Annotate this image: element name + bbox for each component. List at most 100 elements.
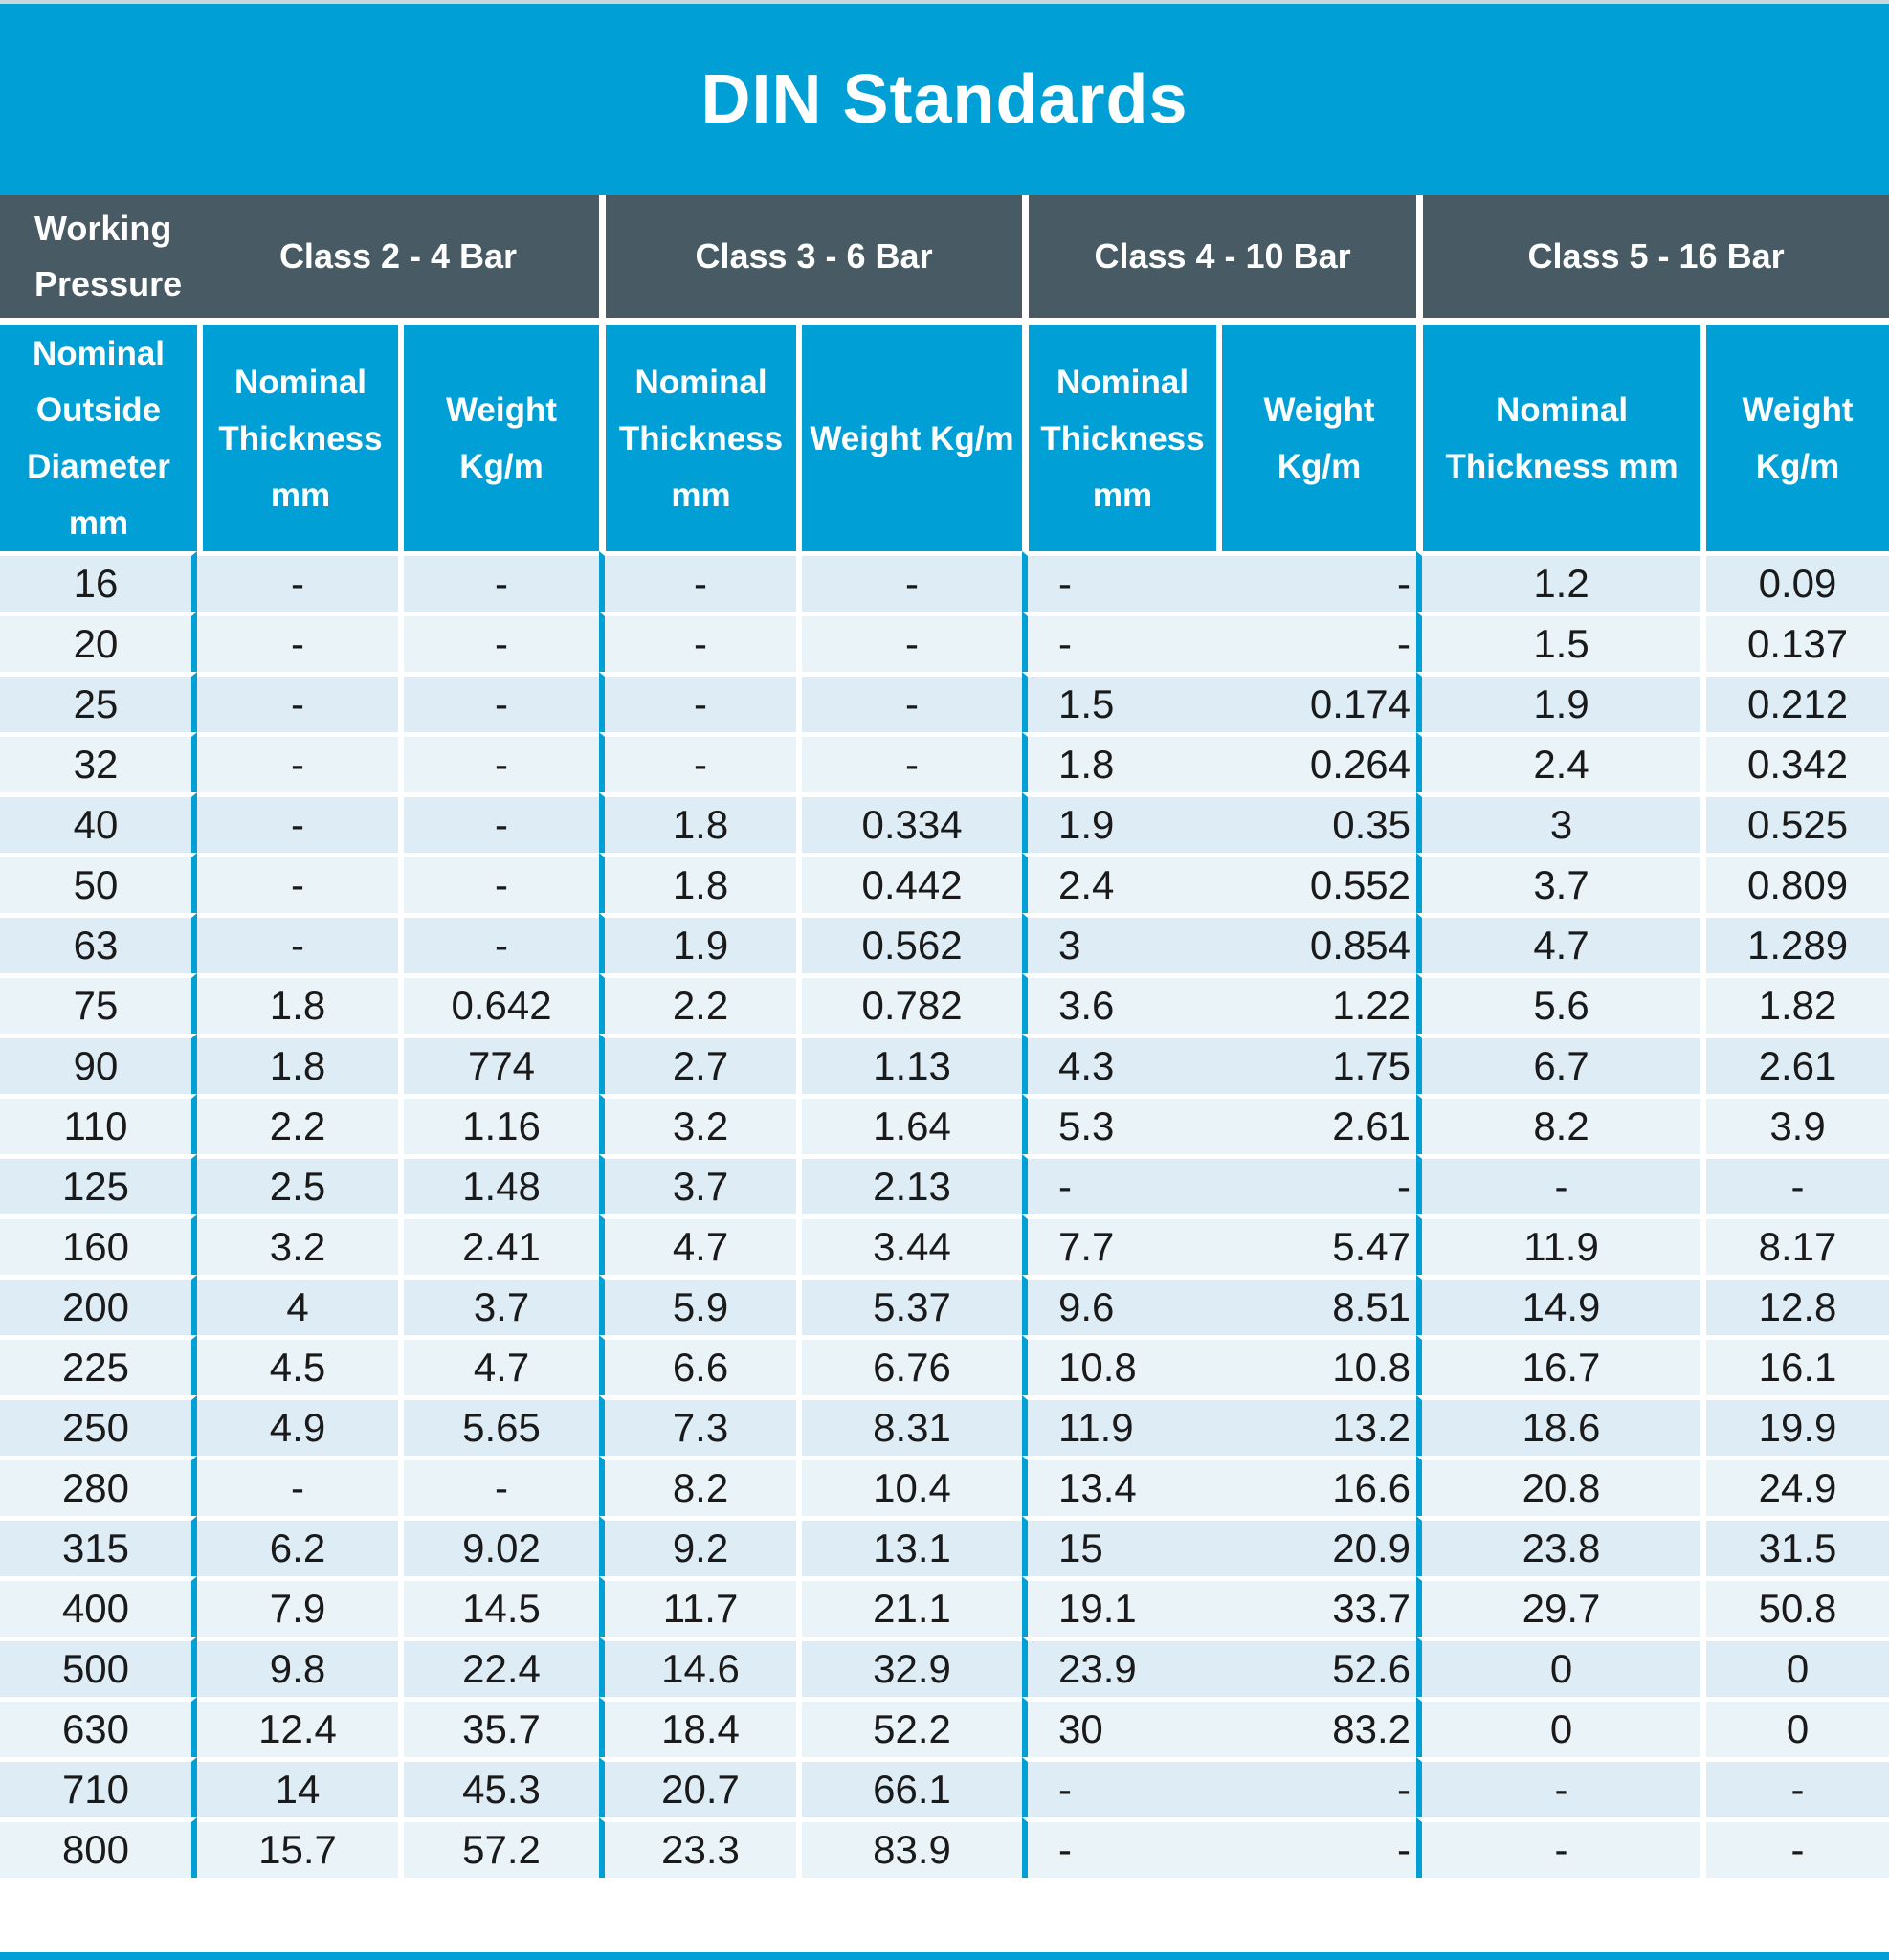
c4-weight-cell: 8.51 — [1216, 1275, 1417, 1335]
c2-weight-cell: 1.48 — [398, 1154, 600, 1214]
od-cell: 710 — [0, 1757, 197, 1817]
c2-thickness-line-3: mm — [270, 476, 331, 514]
c2-thickness-cell: - — [197, 913, 398, 973]
c2-thickness-cell: - — [197, 1456, 398, 1516]
c3-weight-cell: 3.44 — [796, 1214, 1023, 1275]
c5-weight-cell: 0.137 — [1700, 612, 1889, 672]
c3-weight-cell: 66.1 — [796, 1757, 1023, 1817]
c4-weight-line-1: Weight — [1263, 391, 1375, 429]
c2-weight-cell: 45.3 — [398, 1757, 600, 1817]
c2-thickness-cell: - — [197, 612, 398, 672]
c4-weight-cell: 83.2 — [1216, 1697, 1417, 1757]
c3-weight-cell: 1.13 — [796, 1034, 1023, 1094]
od-cell: 40 — [0, 792, 197, 853]
c2-thickness-line-1: Nominal — [233, 363, 367, 401]
c5-weight-cell: 2.61 — [1700, 1034, 1889, 1094]
c2-weight-line-1: Weight — [446, 391, 558, 429]
c3-thickness-cell: - — [599, 612, 797, 672]
c2-thickness-cell: 9.8 — [197, 1637, 398, 1697]
c3-thickness-cell: - — [599, 672, 797, 732]
c4-thickness-cell: 13.4 — [1022, 1456, 1217, 1516]
table-row: 32- - - -1.8 0.264 2.4 0.342 — [0, 732, 1889, 792]
c3-thickness-cell: 2.7 — [599, 1034, 797, 1094]
c3-weight-cell: 0.782 — [796, 973, 1023, 1034]
c5-thickness-cell: 0 — [1416, 1697, 1701, 1757]
c3-thickness-cell: - — [599, 732, 797, 792]
c4-weight-cell: 0.174 — [1216, 672, 1417, 732]
c4-thickness-cell: 19.1 — [1022, 1576, 1217, 1637]
c3-weight-cell: - — [796, 732, 1023, 792]
top-rule — [0, 0, 1889, 4]
c2-weight-cell: - — [398, 551, 600, 612]
c2-thickness-cell: 4.5 — [197, 1335, 398, 1395]
c3-thickness-cell: 14.6 — [599, 1637, 797, 1697]
c4-weight-cell: 52.6 — [1216, 1637, 1417, 1697]
c4-thickness-line-3: mm — [1092, 476, 1153, 514]
c5-thickness-cell: - — [1416, 1757, 1701, 1817]
c4-thickness-cell: 30 — [1022, 1697, 1217, 1757]
c2-weight-cell: - — [398, 672, 600, 732]
working-pressure-header: Working Pressure — [0, 195, 197, 325]
c3-weight-cell: 10.4 — [796, 1456, 1023, 1516]
c3-weight-line-1: Weight Kg/m — [810, 419, 1014, 457]
c2-weight-cell: 22.4 — [398, 1637, 600, 1697]
c4-thickness-cell: 9.6 — [1022, 1275, 1217, 1335]
c4-weight-cell: 0.854 — [1216, 913, 1417, 973]
c2-thickness-cell: 1.8 — [197, 1034, 398, 1094]
c3-thickness-cell: 1.9 — [599, 913, 797, 973]
od-cell: 20 — [0, 612, 197, 672]
c2-weight-cell: - — [398, 1456, 600, 1516]
title-bar: DIN Standards — [0, 4, 1889, 195]
c4-thickness-cell: - — [1022, 1154, 1217, 1214]
c3-weight-cell: - — [796, 672, 1023, 732]
table-row: 315 6.2 9.02 9.2 13.1 15 20.9 23.8 31.5 — [0, 1516, 1889, 1576]
c5-weight-cell: 8.17 — [1700, 1214, 1889, 1275]
c5-thickness-cell: 23.8 — [1416, 1516, 1701, 1576]
c4-weight-cell: 1.75 — [1216, 1034, 1417, 1094]
c3-weight-cell: - — [796, 551, 1023, 612]
table-row: 50- -1.8 0.442 2.4 0.552 3.7 0.809 — [0, 853, 1889, 913]
c4-weight-cell: 20.9 — [1216, 1516, 1417, 1576]
c3-weight-cell: 13.1 — [796, 1516, 1023, 1576]
c2-weight-cell: 9.02 — [398, 1516, 600, 1576]
od-header-line-1: Nominal — [32, 335, 166, 372]
working-pressure-line-1: Working — [34, 209, 172, 248]
c3-thickness-cell: 2.2 — [599, 973, 797, 1034]
c2-thickness-line-2: Thickness — [218, 419, 383, 457]
class-3-header: Class 3 - 6 Bar — [599, 195, 1023, 325]
c2-weight-cell: - — [398, 792, 600, 853]
c5-weight-cell: 0.342 — [1700, 732, 1889, 792]
c5-weight-line-2: Kg/m — [1755, 448, 1840, 485]
od-cell: 16 — [0, 551, 197, 612]
c2-thickness-cell: 1.8 — [197, 973, 398, 1034]
c5-thickness-header: Nominal Thickness mm — [1416, 325, 1701, 551]
c2-thickness-cell: 3.2 — [197, 1214, 398, 1275]
c2-weight-cell: 2.41 — [398, 1214, 600, 1275]
class-5-header: Class 5 - 16 Bar — [1416, 195, 1889, 325]
c4-weight-cell: 13.2 — [1216, 1395, 1417, 1456]
c5-thickness-cell: 5.6 — [1416, 973, 1701, 1034]
c2-thickness-cell: - — [197, 551, 398, 612]
od-cell: 800 — [0, 1817, 197, 1878]
table-row: 250 4.9 5.65 7.3 8.31 11.9 13.2 18.6 19.9 — [0, 1395, 1889, 1456]
c5-thickness-cell: 29.7 — [1416, 1576, 1701, 1637]
c3-weight-cell: 21.1 — [796, 1576, 1023, 1637]
c4-weight-cell: 16.6 — [1216, 1456, 1417, 1516]
c5-thickness-cell: 3 — [1416, 792, 1701, 853]
c5-weight-cell: 24.9 — [1700, 1456, 1889, 1516]
table-row: 90 1.8 774 2.7 1.13 4.3 1.75 6.7 2.61 — [0, 1034, 1889, 1094]
c3-thickness-line-3: mm — [671, 476, 731, 514]
c3-weight-cell: 1.64 — [796, 1094, 1023, 1154]
c5-weight-cell: 50.8 — [1700, 1576, 1889, 1637]
od-column-header: Nominal Outside Diameter mm — [0, 325, 197, 551]
table-body: 16- - - - - -1.2 0.09 20- - - - - -1.5 0.137 25- - - -1.5… — [0, 551, 1889, 1878]
column-header-row: Nominal Outside Diameter mm Nominal Thic… — [0, 325, 1889, 551]
od-header-line-2: Outside — [35, 391, 162, 429]
table-row: 63- -1.9 0.562 3 0.854 4.7 1.289 — [0, 913, 1889, 973]
c4-weight-cell: - — [1216, 551, 1417, 612]
c4-weight-header: Weight Kg/m — [1216, 325, 1417, 551]
table-row: 800 15.7 57.2 23.3 83.9- - - - — [0, 1817, 1889, 1878]
c2-thickness-cell: 2.2 — [197, 1094, 398, 1154]
c4-thickness-cell: 1.5 — [1022, 672, 1217, 732]
c2-weight-cell: 35.7 — [398, 1697, 600, 1757]
